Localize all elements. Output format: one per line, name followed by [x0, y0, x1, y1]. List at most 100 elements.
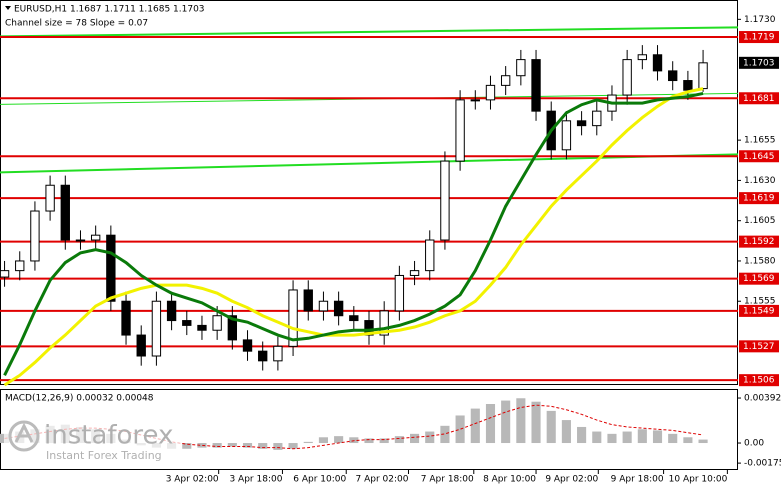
- macd-bar: [303, 441, 313, 444]
- x-tick-label: 6 Apr 10:00: [293, 475, 346, 485]
- level-label: 1.1619: [743, 194, 775, 204]
- candle-body: [90, 234, 101, 241]
- last-price-label: 1.1703: [743, 58, 775, 68]
- level-label: 1.1506: [743, 376, 775, 386]
- macd-bar: [394, 436, 404, 444]
- level-label: 1.1719: [743, 33, 775, 43]
- macd-bar: [379, 438, 389, 444]
- candle-body: [197, 324, 207, 331]
- level-label-box: [739, 150, 779, 163]
- level-label-box: [739, 304, 779, 317]
- macd-bar: [501, 400, 511, 444]
- chart-title: EURUSD,H1 1.1687 1.1711 1.1685 1.1703: [14, 5, 205, 15]
- macd-bar: [212, 443, 222, 448]
- level-label-box: [739, 340, 779, 353]
- candle-body: [30, 210, 40, 262]
- candle-body: [698, 62, 708, 90]
- macd-bar: [470, 408, 480, 444]
- x-tick-label: 7 Apr 02:00: [356, 475, 409, 485]
- x-tick-label: 9 Apr 02:00: [545, 475, 598, 485]
- candle-body: [485, 84, 496, 101]
- candle-body: [425, 239, 435, 272]
- macd-bar: [258, 443, 268, 449]
- candle-body: [409, 270, 420, 276]
- candle-body: [106, 234, 116, 302]
- level-label: 1.1569: [743, 274, 775, 284]
- candle-body: [440, 160, 450, 241]
- candle-body: [258, 350, 268, 362]
- y-tick-label: 1.1555: [744, 297, 776, 307]
- last-price-box: [739, 56, 779, 69]
- level-label: 1.1549: [743, 306, 775, 316]
- macd-bar: [182, 443, 192, 449]
- level-label-box: [739, 92, 779, 105]
- candle-body: [273, 345, 283, 362]
- candle-body: [45, 184, 55, 212]
- candle-body: [166, 300, 177, 322]
- candle-body: [136, 334, 146, 357]
- macd-bar: [652, 430, 663, 444]
- x-tick-label: 3 Apr 18:00: [229, 475, 282, 485]
- candle-body: [455, 99, 465, 162]
- candle-body: [379, 310, 389, 336]
- macd-bar: [668, 433, 678, 444]
- x-tick-label: 3 Apr 02:00: [166, 475, 219, 485]
- x-tick-label: 7 Apr 18:00: [421, 475, 474, 485]
- candle-body: [151, 300, 162, 357]
- candle-body: [349, 315, 359, 322]
- macd-tick-label: -0.00175: [744, 459, 781, 469]
- candle-body: [288, 289, 298, 347]
- x-tick-label: 10 Apr 10:00: [669, 475, 728, 485]
- level-label-box: [739, 235, 779, 248]
- candle-body: [683, 80, 693, 91]
- macd-bar: [637, 429, 647, 444]
- logo-icon: [8, 420, 40, 452]
- macd-bar: [318, 437, 328, 444]
- level-label: 1.1681: [743, 94, 775, 104]
- candle-body: [500, 75, 511, 86]
- macd-bar: [364, 438, 374, 444]
- channel-line: [0, 153, 739, 174]
- candle-body: [212, 315, 222, 331]
- candle-body: [622, 59, 632, 96]
- macd-bar: [440, 425, 450, 444]
- candle-body: [561, 120, 572, 151]
- candle-body: [668, 70, 678, 82]
- level-label: 1.1645: [743, 152, 775, 162]
- axes: 1.1730 1.1655 1.1630 1.1605 1.1580 1.1555 0.00…: [166, 15, 781, 485]
- candle-body: [652, 54, 663, 72]
- macd-bar: [288, 443, 298, 449]
- candle-body: [333, 300, 344, 317]
- macd-bar: [197, 443, 207, 448]
- macd-bar: [485, 404, 496, 444]
- macd-tick-label: 0.00392: [744, 394, 781, 404]
- macd-bar: [698, 439, 708, 444]
- macd-bar: [546, 410, 556, 444]
- macd-bar: [227, 443, 237, 447]
- logo: instaforex Instant Forex Trading: [4, 418, 182, 464]
- macd-bar: [607, 433, 617, 444]
- symbol-arrow: [5, 6, 11, 10]
- level-label-box: [739, 272, 779, 285]
- level-label-box: [739, 31, 779, 44]
- candle-body: [470, 99, 480, 102]
- candle-body: [576, 120, 587, 127]
- channel-line: [0, 26, 739, 38]
- macd-bar: [531, 401, 541, 444]
- moving-average: [3, 91, 704, 377]
- macd-panel-frame: [0, 389, 738, 470]
- macd-bar: [683, 437, 693, 444]
- y-tick-label: 1.1630: [744, 176, 776, 186]
- candle-body: [0, 270, 10, 278]
- macd-bar: [622, 431, 632, 444]
- macd-title: MACD(12,26,9) 0.00032 0.00048: [5, 394, 154, 404]
- candle-body: [516, 59, 526, 77]
- price-panel: [0, 26, 739, 387]
- candle-body: [394, 274, 405, 312]
- macd-bar: [425, 431, 435, 444]
- macd-bar: [349, 437, 359, 444]
- candle-body: [531, 59, 541, 112]
- candle-body: [60, 184, 70, 241]
- candle-body: [318, 300, 329, 312]
